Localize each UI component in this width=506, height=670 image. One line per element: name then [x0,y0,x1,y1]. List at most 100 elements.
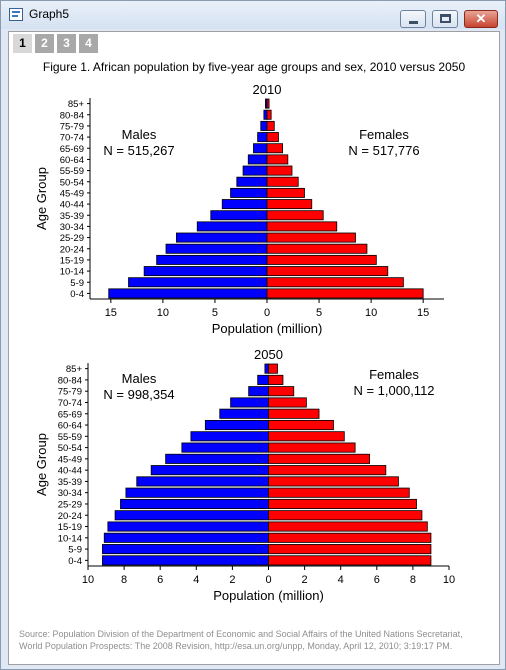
chart1-x-tick-label: 10 [157,307,169,319]
graph-window-icon [9,8,23,21]
chart1-bar-males-70-74 [257,132,268,143]
chart2-category-label: 10-14 [58,533,82,544]
chart1-annotation-females-label: Females [359,127,409,142]
chart2-bar-females-45-49 [268,453,370,464]
chart1-bar-males-60-64 [247,154,268,165]
chart2-bar-females-5-9 [268,544,432,555]
chart1-x-tick-label: 5 [316,307,322,319]
chart1-category-label: 0-4 [70,289,84,300]
pyramid-charts: 0-45-910-1415-1920-2425-2930-3435-3940-4… [34,82,455,603]
chart2-category-label: 45-49 [58,454,82,465]
chart1-category-label: 35-39 [60,211,84,222]
chart1-category-label: 85+ [68,99,85,110]
chart2-bar-females-60-64 [268,419,334,431]
chart1-bar-females-25-29 [266,232,356,243]
minimize-button[interactable] [400,10,426,28]
chart1-category-label: 70-74 [60,133,84,144]
chart1-x-axis-label: Population (million) [212,321,323,336]
chart2-category-label: 35-39 [58,477,82,488]
chart1-category-label: 30-34 [60,222,84,233]
chart1-x-tick-label: 5 [212,307,218,319]
title-bar[interactable]: Graph5 ✕ [1,1,505,29]
chart2-y-axis-label: Age Group [34,433,49,496]
layer-tab-3[interactable]: 3 [57,34,76,53]
chart2-bar-males-15-19 [107,521,269,532]
layer-tab-2[interactable]: 2 [35,34,54,53]
chart2-x-tick-label: 6 [157,574,163,586]
chart2-category-label: 60-64 [58,421,82,432]
chart2-bar-females-50-54 [268,442,356,453]
chart2-category-label: 70-74 [58,398,82,409]
layer-tab-1[interactable]: 1 [13,34,32,53]
chart2-bar-males-50-54 [181,442,269,453]
chart2-annotation-males-n: N = 998,354 [103,387,174,402]
chart1-bar-females-45-49 [266,187,305,198]
chart2-bar-females-85+ [268,363,278,374]
chart1-category-label: 40-44 [60,200,84,211]
chart2-category-label: 0-4 [68,556,82,567]
source-note: Source: Population Division of the Depar… [19,628,463,652]
chart1-bar-females-85+ [266,98,270,109]
chart1-category-label: 20-24 [60,244,84,255]
chart1-x-tick-label: 15 [105,307,117,319]
window-title: Graph5 [29,7,70,21]
chart1-bar-males-50-54 [236,176,268,187]
chart2-bar-males-85+ [264,363,269,374]
chart2-category-label: 25-29 [58,499,82,510]
chart2-category-label: 30-34 [58,488,82,499]
chart1-bar-males-5-9 [128,277,268,288]
chart2-category-label: 65-69 [58,409,82,420]
chart2-bar-males-60-64 [204,419,269,431]
chart2-x-tick-label: 8 [121,574,127,586]
chart1-bar-females-10-14 [266,266,389,277]
chart2-bar-females-15-19 [268,521,428,532]
chart1-bar-females-35-39 [266,210,324,221]
chart2-bar-males-20-24 [114,510,269,521]
graph-page: 1 2 3 4 Figure 1. African population by … [8,31,500,665]
chart2-bar-females-30-34 [268,487,410,498]
chart2-x-tick-label: 8 [410,574,416,586]
chart2-bar-males-25-29 [120,498,269,510]
chart2-bar-males-10-14 [103,532,269,543]
chart1-bar-females-70-74 [266,132,279,143]
chart2-bar-males-65-69 [219,408,269,419]
chart1-bar-females-50-54 [266,176,299,187]
chart2-category-label: 20-24 [58,511,82,522]
chart1-x-tick-label: 0 [264,307,270,319]
chart1-category-label: 65-69 [60,144,84,155]
chart2-x-tick-label: 10 [82,574,94,586]
chart1-bar-females-30-34 [266,221,338,232]
chart2-bar-males-45-49 [165,453,269,464]
close-button[interactable]: ✕ [464,10,498,28]
layer-tab-4[interactable]: 4 [79,34,98,53]
chart2-annotation-females-n: N = 1,000,112 [353,383,434,398]
chart2-category-label: 55-59 [58,432,82,443]
chart2-x-tick-label: 2 [302,574,308,586]
chart1-bar-males-40-44 [221,199,268,210]
chart1-bar-males-20-24 [165,243,268,254]
chart1-y-axis-label: Age Group [34,167,49,230]
chart1-title: 2010 [253,82,282,97]
chart2-bar-females-80-84 [268,374,284,385]
chart2-bar-females-70-74 [268,397,307,408]
chart1-category-label: 10-14 [60,267,84,278]
chart1-bar-males-25-29 [176,232,268,243]
chart1-bar-females-40-44 [266,199,313,210]
chart2-bar-females-40-44 [268,465,387,476]
chart1-bar-males-35-39 [210,210,268,221]
chart1-bar-males-80-84 [263,109,268,120]
maximize-button[interactable] [432,10,458,28]
chart1-annotation-females-n: N = 517,776 [348,143,419,158]
chart2-bar-females-65-69 [268,408,320,419]
chart2-annotation-males-label: Males [122,371,157,386]
chart2-x-tick-label: 4 [338,574,344,586]
chart1-x-tick-label: 15 [417,307,429,319]
chart1-bar-females-15-19 [266,254,377,265]
chart2-x-tick-label: 10 [443,574,455,586]
chart1-bar-females-0-4 [266,288,424,299]
chart2-bar-females-10-14 [268,532,432,543]
chart2-x-axis-label: Population (million) [213,588,324,603]
chart2-category-label: 40-44 [58,466,82,477]
chart2-x-tick-label: 4 [193,574,199,586]
